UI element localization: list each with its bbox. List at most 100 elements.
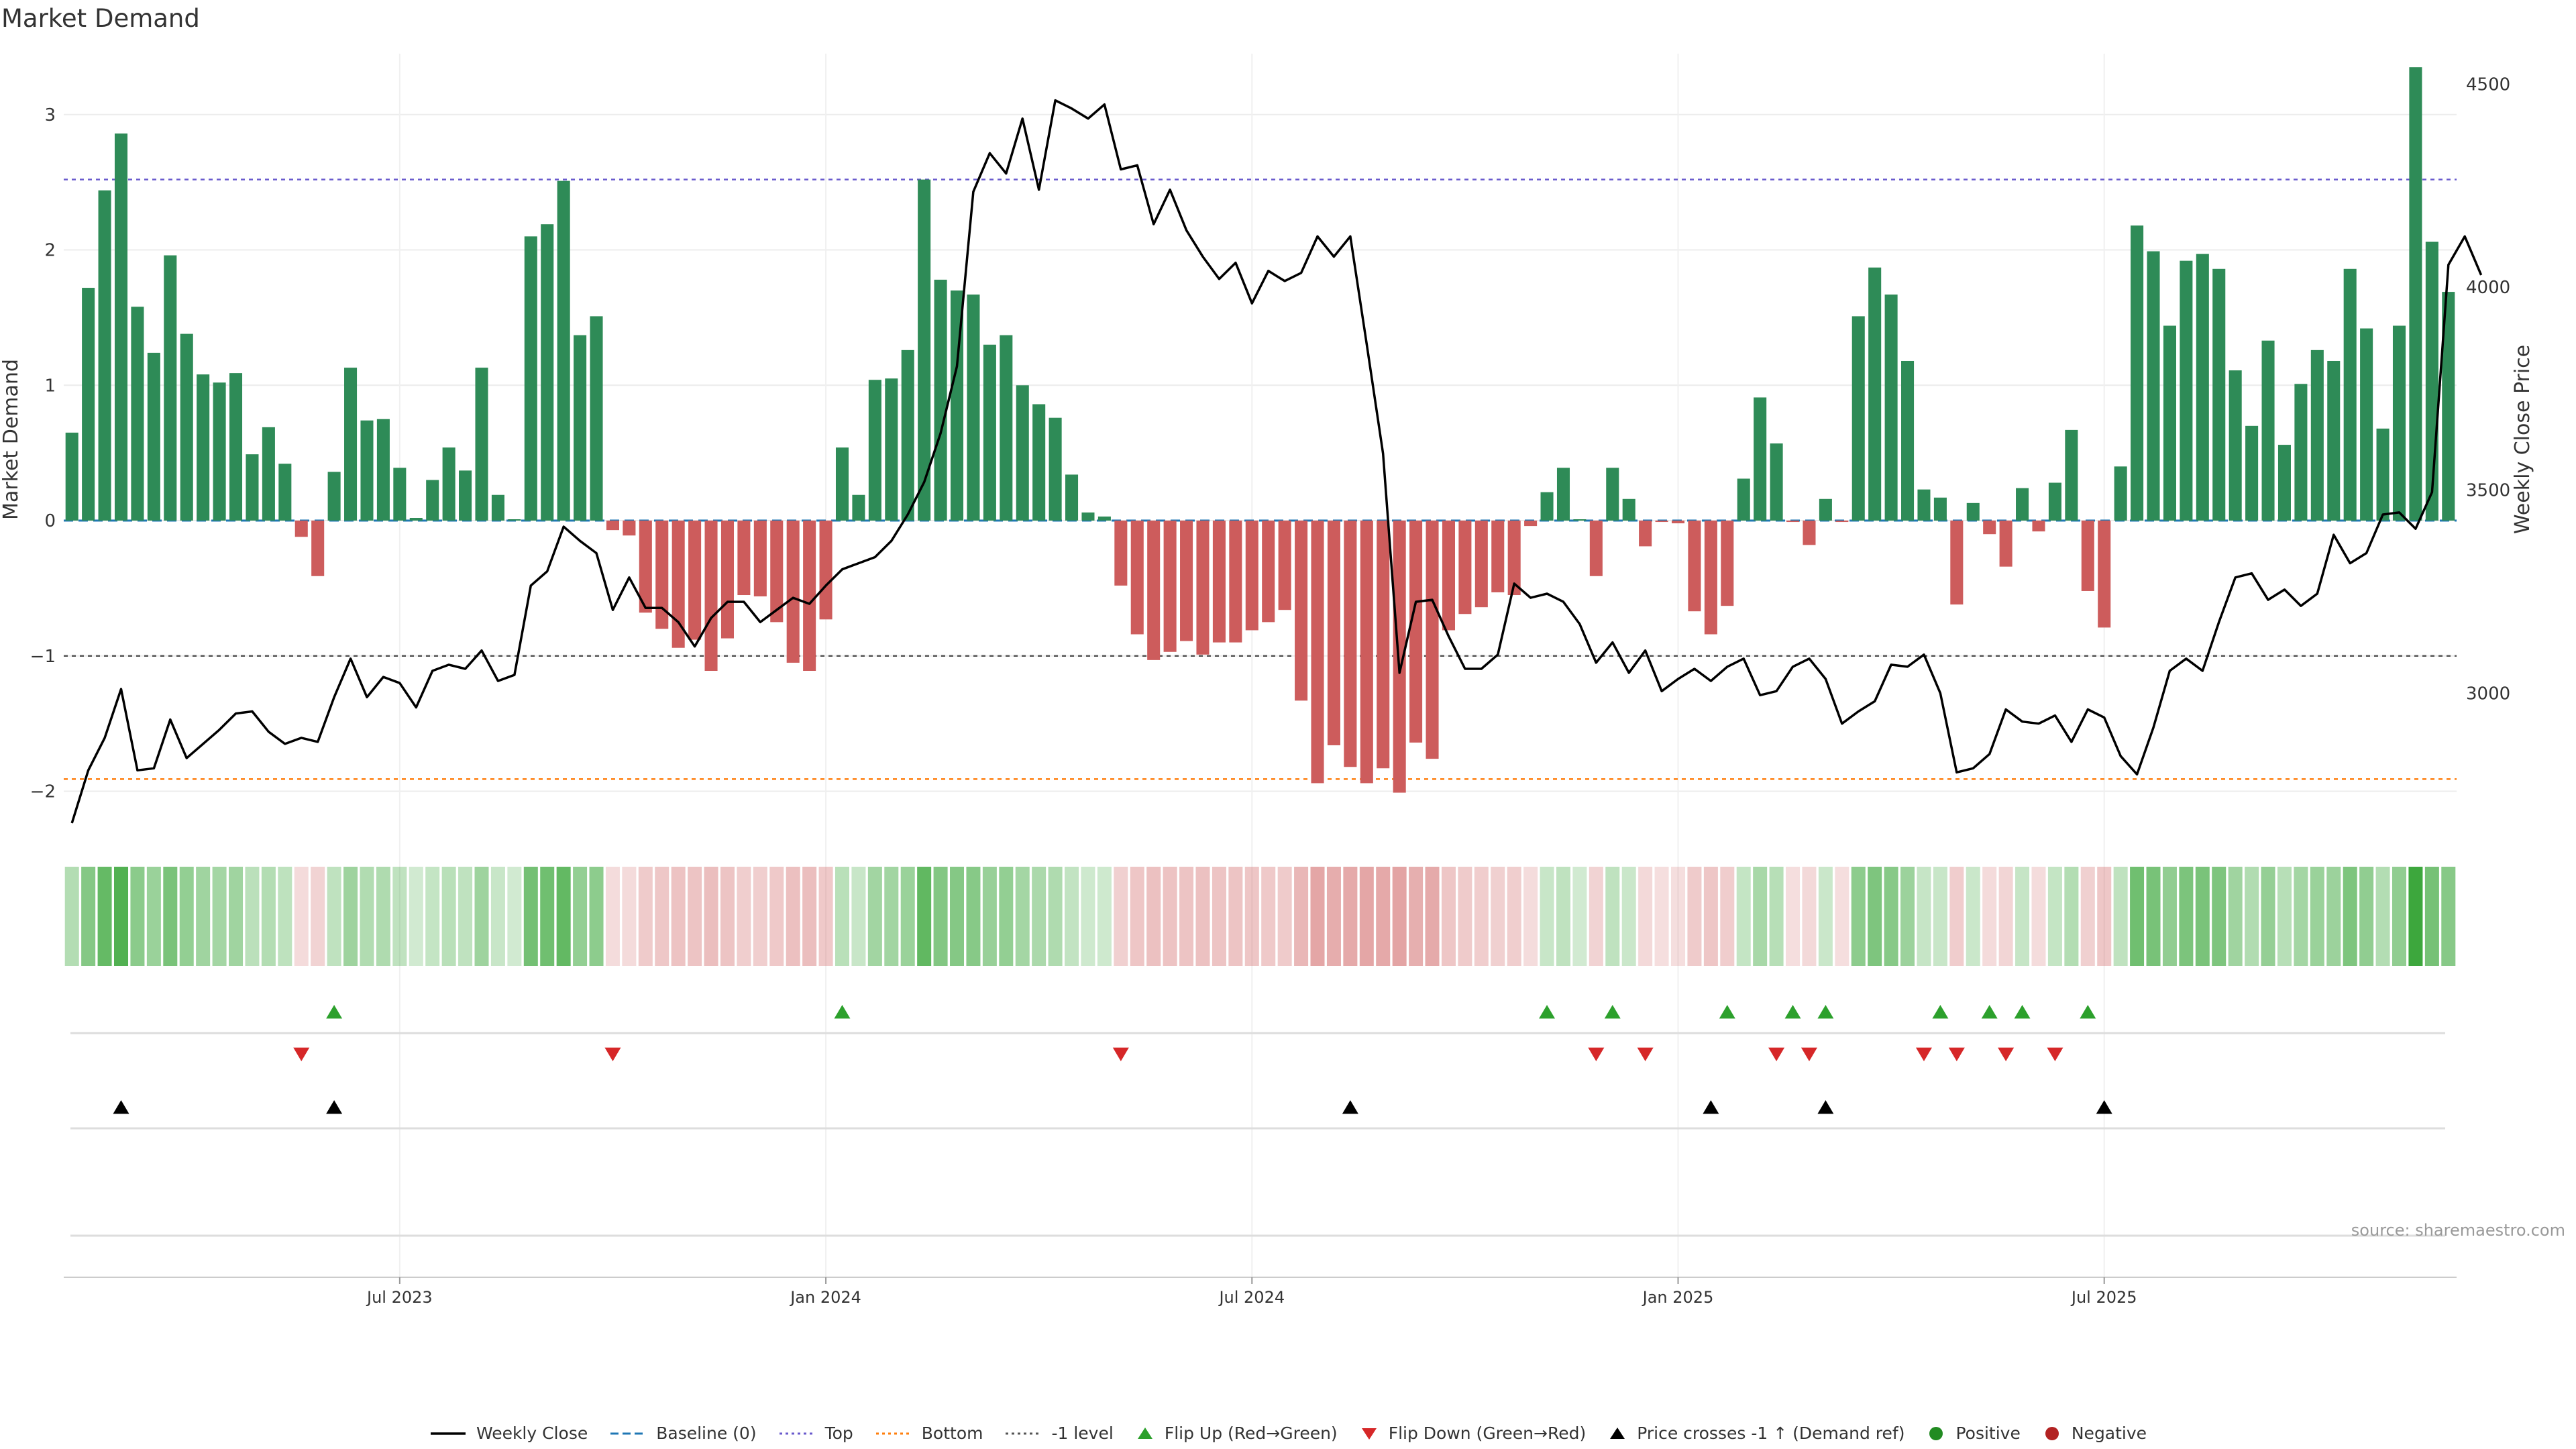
- heat-cell: [818, 867, 833, 966]
- demand-bar: [1196, 521, 1210, 655]
- price-cross-marker: [326, 1100, 343, 1114]
- demand-bar: [1556, 468, 1570, 521]
- heat-cell: [1605, 867, 1620, 966]
- legend-label: Negative: [2071, 1424, 2147, 1443]
- legend-item: Flip Down (Green→Red): [1359, 1424, 1586, 1443]
- heat-cell: [1868, 867, 1882, 966]
- heat-cell: [1670, 867, 1686, 966]
- demand-bar: [688, 521, 702, 640]
- demand-bar: [2147, 251, 2160, 521]
- heat-cell: [556, 867, 571, 966]
- price-cross-marker: [113, 1100, 129, 1114]
- legend-item: Weekly Close: [429, 1424, 588, 1443]
- heat-cell: [1130, 867, 1144, 966]
- demand-bar: [409, 518, 423, 521]
- heat-cell: [425, 867, 440, 966]
- heat-cell: [2294, 867, 2308, 966]
- heat-cell: [2326, 867, 2341, 966]
- demand-bar: [2065, 429, 2078, 521]
- heat-cell: [1032, 867, 1046, 966]
- x-tick-label: Jul 2025: [2070, 1288, 2137, 1307]
- heat-cell: [343, 867, 358, 966]
- heat-cell: [589, 867, 604, 966]
- price-cross-marker: [1817, 1100, 1834, 1114]
- demand-bar: [1754, 397, 1767, 521]
- heat-cell: [1654, 867, 1669, 966]
- demand-bar: [1442, 521, 1455, 631]
- flip-up-marker: [1817, 1005, 1834, 1019]
- heat-cell: [753, 867, 767, 966]
- y-axis-label: Market Demand: [0, 359, 23, 520]
- heat-cell: [1163, 867, 1177, 966]
- heat-cell: [1425, 867, 1440, 966]
- demand-bar: [1295, 521, 1308, 701]
- legend-label: -1 level: [1051, 1424, 1114, 1443]
- demand-bar: [639, 521, 652, 613]
- heat-cell: [1376, 867, 1391, 966]
- heat-cell: [245, 867, 260, 966]
- legend-item: Price crosses -1 ↑ (Demand ref): [1607, 1424, 1904, 1443]
- dashed-line-icon: [610, 1432, 646, 1434]
- heat-cell: [2097, 867, 2112, 966]
- heat-cell: [1572, 867, 1587, 966]
- heat-cell: [2408, 867, 2423, 966]
- demand-bar: [835, 447, 849, 521]
- y2-tick-label: 4000: [2466, 278, 2510, 298]
- y2-tick-label: 3000: [2466, 684, 2510, 704]
- demand-bar: [2245, 425, 2259, 521]
- heat-cell: [638, 867, 653, 966]
- demand-bar: [311, 521, 325, 576]
- heat-cell: [1228, 867, 1243, 966]
- heat-cell: [982, 867, 997, 966]
- demand-bar: [1803, 521, 1816, 545]
- demand-bar: [2327, 360, 2341, 521]
- demand-bar: [164, 255, 177, 521]
- heat-cell: [2130, 867, 2145, 966]
- legend-item: Negative: [2042, 1424, 2147, 1443]
- legend-item: Top: [778, 1424, 853, 1443]
- flip-up-marker: [2014, 1005, 2031, 1019]
- heat-cell: [2245, 867, 2259, 966]
- heat-cell: [1736, 867, 1751, 966]
- heat-cell: [1146, 867, 1161, 966]
- demand-bar: [1491, 521, 1505, 592]
- legend-label: Bottom: [921, 1424, 983, 1443]
- heat-cell: [720, 867, 735, 966]
- dotted-line-icon: [875, 1432, 911, 1434]
- legend-label: Positive: [1955, 1424, 2021, 1443]
- heat-cell: [688, 867, 702, 966]
- demand-bar: [2409, 67, 2422, 521]
- heat-cell: [2392, 867, 2406, 966]
- flip-down-marker: [1588, 1047, 1605, 1061]
- price-line: [70, 99, 2483, 824]
- demand-bar: [1655, 521, 1668, 523]
- demand-bar: [1393, 521, 1406, 793]
- demand-bar: [1163, 521, 1177, 652]
- demand-bar: [1851, 316, 1865, 521]
- demand-bar: [246, 454, 259, 521]
- demand-bar: [1344, 521, 1357, 767]
- demand-bar: [1016, 385, 1029, 521]
- flip-down-marker: [1801, 1047, 1817, 1061]
- heat-cell: [1507, 867, 1521, 966]
- heat-cell: [1474, 867, 1489, 966]
- heat-cell: [163, 867, 178, 966]
- demand-bar: [2343, 268, 2357, 521]
- heat-cell: [867, 867, 882, 966]
- demand-bar: [2310, 350, 2324, 521]
- flip-up-marker: [2080, 1005, 2096, 1019]
- heat-cell: [2277, 867, 2292, 966]
- heat-cell: [2375, 867, 2390, 966]
- heat-cell: [1900, 867, 1915, 966]
- heat-cell: [573, 867, 588, 966]
- legend-label: Price crosses -1 ↑ (Demand ref): [1637, 1424, 1905, 1443]
- source-note: source: sharemaestro.com: [2351, 1221, 2565, 1240]
- legend-item: -1 level: [1004, 1424, 1114, 1443]
- demand-bar: [213, 382, 226, 521]
- demand-bar: [262, 427, 275, 521]
- price-cross-marker: [2096, 1100, 2112, 1114]
- demand-bar: [1688, 521, 1701, 612]
- heat-cell: [1491, 867, 1505, 966]
- flip-down-marker: [1768, 1047, 1785, 1061]
- x-tick-label: Jan 2024: [789, 1288, 861, 1307]
